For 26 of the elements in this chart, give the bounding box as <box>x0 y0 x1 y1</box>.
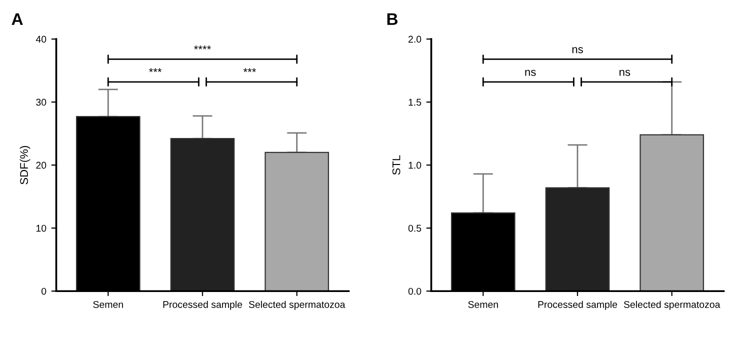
annotation: **** <box>194 45 211 50</box>
y-axis-title: STL <box>392 155 400 175</box>
annotation: *** <box>243 68 256 72</box>
y-tick-label: 30 <box>36 98 46 106</box>
x-tick-label: Selected spermatozoa <box>248 300 346 310</box>
x-tick-label: Semen <box>468 301 498 308</box>
y-axis-title: SDF(%) <box>20 146 30 184</box>
x-tick-label: Processed sample <box>538 300 618 310</box>
y-tick-label: 0.0 <box>408 288 422 295</box>
x-tick-label: Semen <box>93 301 123 308</box>
x-tick-label: Selected spermatozoa <box>624 300 720 310</box>
y-tick-label: 20 <box>36 162 46 169</box>
chart-title: B <box>387 13 398 25</box>
y-tick-label: 1.0 <box>408 162 422 169</box>
y-tick-label: 40 <box>36 36 46 43</box>
annotation: ns <box>620 70 630 76</box>
annotation: ns <box>572 47 583 54</box>
chart-title: A <box>12 13 23 25</box>
annotation: *** <box>149 68 162 72</box>
y-tick-label: 0.5 <box>408 224 422 232</box>
y-tick-label: 10 <box>36 224 46 232</box>
x-tick-label: Processed sample <box>163 300 242 310</box>
y-tick-label: 0 <box>42 288 46 295</box>
annotation: ns <box>525 70 536 76</box>
y-tick-label: 1.5 <box>408 98 422 106</box>
y-tick-label: 2.0 <box>408 36 422 43</box>
